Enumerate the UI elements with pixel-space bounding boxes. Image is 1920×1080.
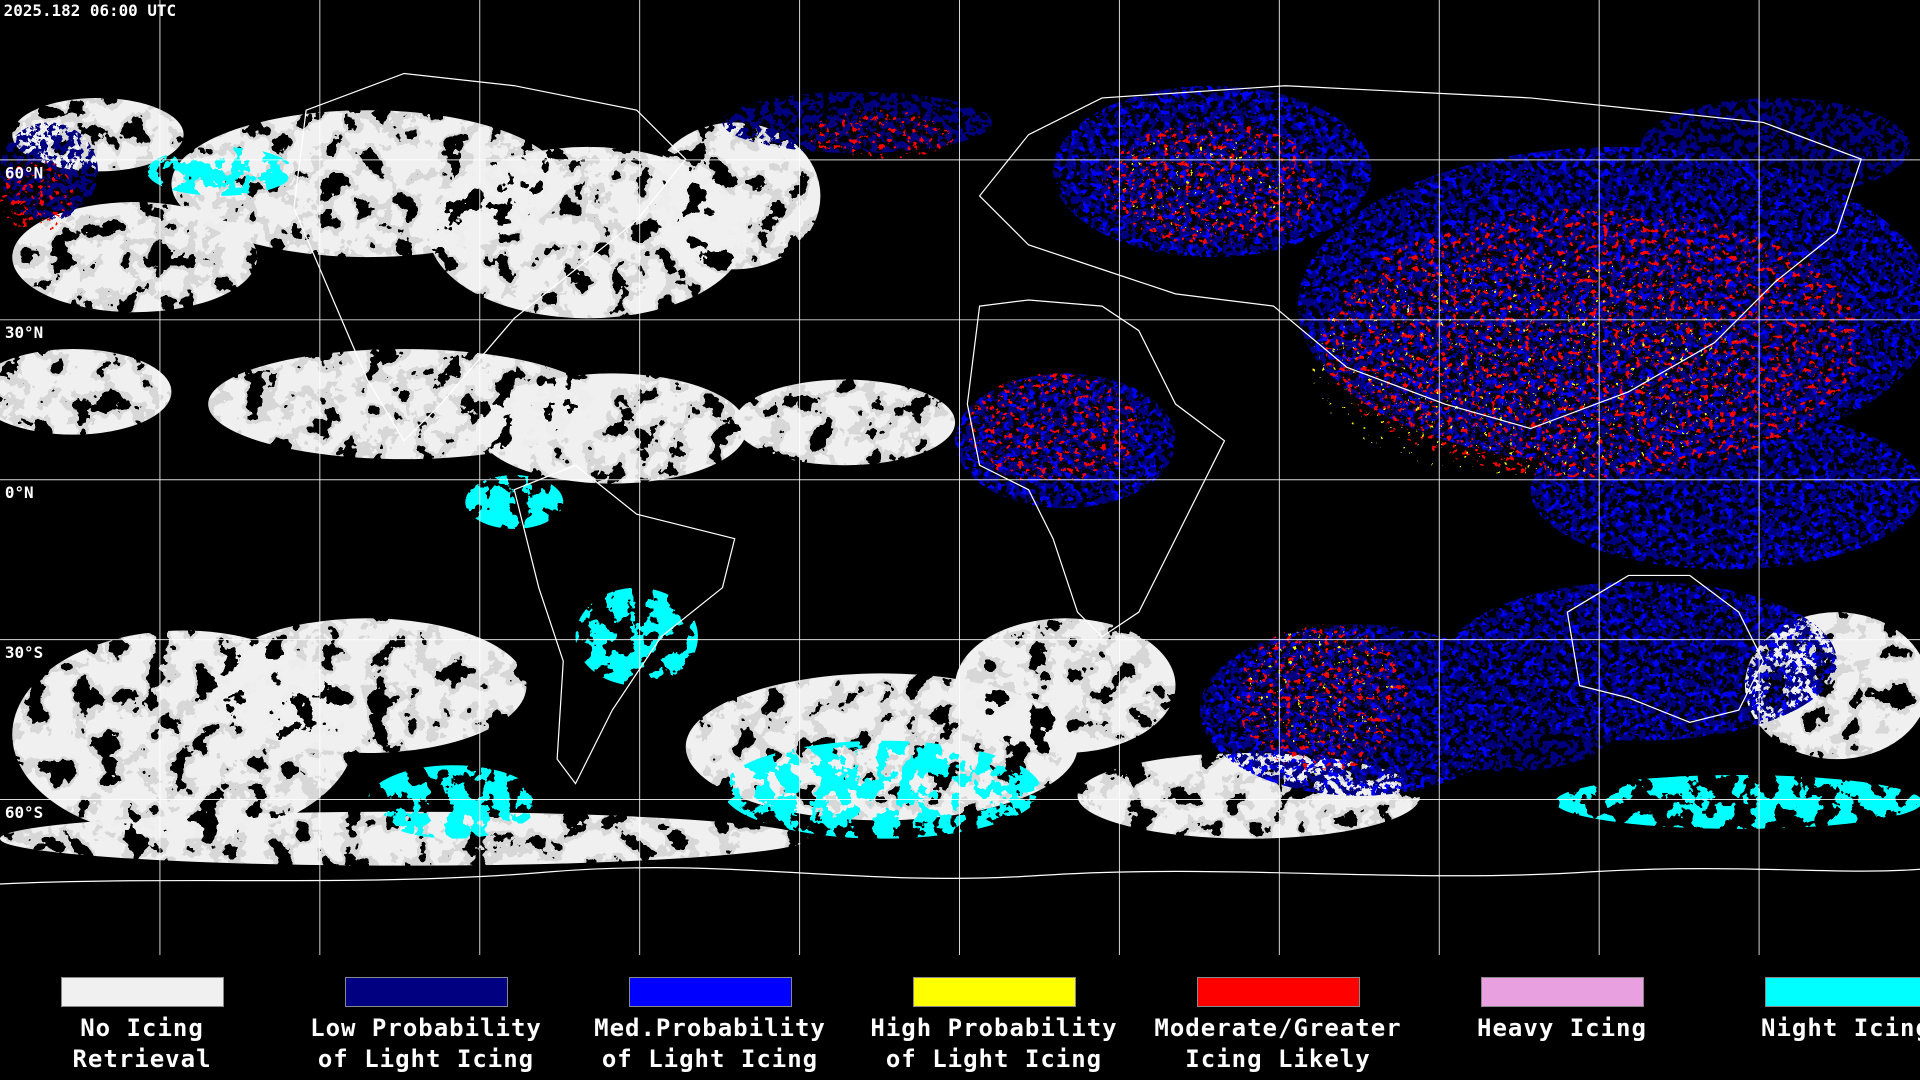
legend-item: Med.Probability of Light Icing bbox=[568, 977, 852, 1075]
legend-label: of Light Icing bbox=[885, 1045, 1103, 1073]
legend-item: Heavy Icing bbox=[1420, 977, 1704, 1044]
latitude-label: 0°N bbox=[5, 483, 34, 502]
latitude-labels: 60°N 30°N 0°N 30°S 60°S bbox=[5, 163, 43, 822]
icing-area bbox=[1334, 330, 1531, 454]
legend-label: High Probability bbox=[870, 1014, 1118, 1042]
icing-area bbox=[575, 587, 698, 686]
icing-area bbox=[208, 618, 527, 753]
legend-swatch bbox=[1196, 977, 1360, 1007]
latitude-label: 30°S bbox=[5, 643, 43, 662]
coastline bbox=[1566, 574, 1764, 724]
timestamp: 2025.182 06:00 UTC bbox=[4, 1, 176, 20]
coastline bbox=[966, 299, 1226, 638]
legend-label: Heavy Icing bbox=[1477, 1014, 1647, 1042]
legend-swatch bbox=[1764, 977, 1920, 1007]
legend-swatch bbox=[344, 977, 508, 1007]
icing-area bbox=[1444, 581, 1837, 741]
icing-area bbox=[808, 110, 956, 160]
icing-area bbox=[0, 811, 809, 866]
legend-swatch bbox=[912, 977, 1076, 1007]
icing-area bbox=[146, 146, 294, 196]
latitude-label: 30°N bbox=[5, 323, 43, 342]
coastline bbox=[0, 867, 1920, 885]
legend-label: Night Icing bbox=[1761, 1014, 1920, 1042]
legend-item: High Probability of Light Icing bbox=[852, 977, 1136, 1075]
icing-area bbox=[1114, 134, 1286, 233]
icing-area bbox=[465, 475, 564, 529]
legend-label: of Light Icing bbox=[601, 1045, 819, 1073]
legend-item: Night Icing bbox=[1704, 977, 1920, 1044]
icing-area bbox=[734, 379, 956, 466]
legend: No Icing Retrieval Low Probability of Light… bbox=[0, 955, 1920, 1080]
legend-label: Low Probability bbox=[310, 1014, 542, 1042]
icing-map: 2025.182 06:00 UTC 60°N 30°N 0°N 30°S 60°S bbox=[0, 0, 1920, 955]
legend-item: No Icing Retrieval bbox=[0, 977, 284, 1075]
icing-area bbox=[648, 122, 821, 270]
icing-area bbox=[967, 373, 1139, 484]
latitude-label: 60°S bbox=[5, 803, 43, 822]
icing-area bbox=[12, 202, 258, 313]
legend-label: No Icing bbox=[80, 1014, 204, 1042]
legend-label: Moderate/Greater bbox=[1154, 1014, 1402, 1042]
legend-swatch bbox=[60, 977, 224, 1007]
graticule bbox=[0, 0, 1920, 955]
icing-area bbox=[955, 618, 1176, 753]
legend-label: Retrieval bbox=[72, 1045, 212, 1073]
legend-item: Moderate/Greater Icing Likely bbox=[1136, 977, 1420, 1075]
legend-label: Med.Probability bbox=[594, 1014, 826, 1042]
icing-area bbox=[367, 765, 539, 839]
coastline bbox=[293, 72, 687, 442]
coastlines bbox=[0, 72, 1920, 885]
legend-swatch bbox=[628, 977, 792, 1007]
coastline bbox=[978, 85, 1862, 430]
icing-area bbox=[1248, 624, 1396, 747]
icing-area bbox=[477, 373, 747, 484]
legend-label: Icing Likely bbox=[1185, 1045, 1371, 1073]
coastline bbox=[513, 464, 736, 785]
icing-area bbox=[722, 740, 1041, 839]
legend-label: of Light Icing bbox=[317, 1045, 535, 1073]
legend-item: Low Probability of Light Icing bbox=[284, 977, 568, 1075]
latitude-label: 60°N bbox=[5, 163, 43, 182]
icing-area bbox=[0, 159, 74, 233]
legend-swatch bbox=[1480, 977, 1644, 1007]
icing-area bbox=[1555, 775, 1920, 829]
icing-area bbox=[0, 348, 172, 435]
